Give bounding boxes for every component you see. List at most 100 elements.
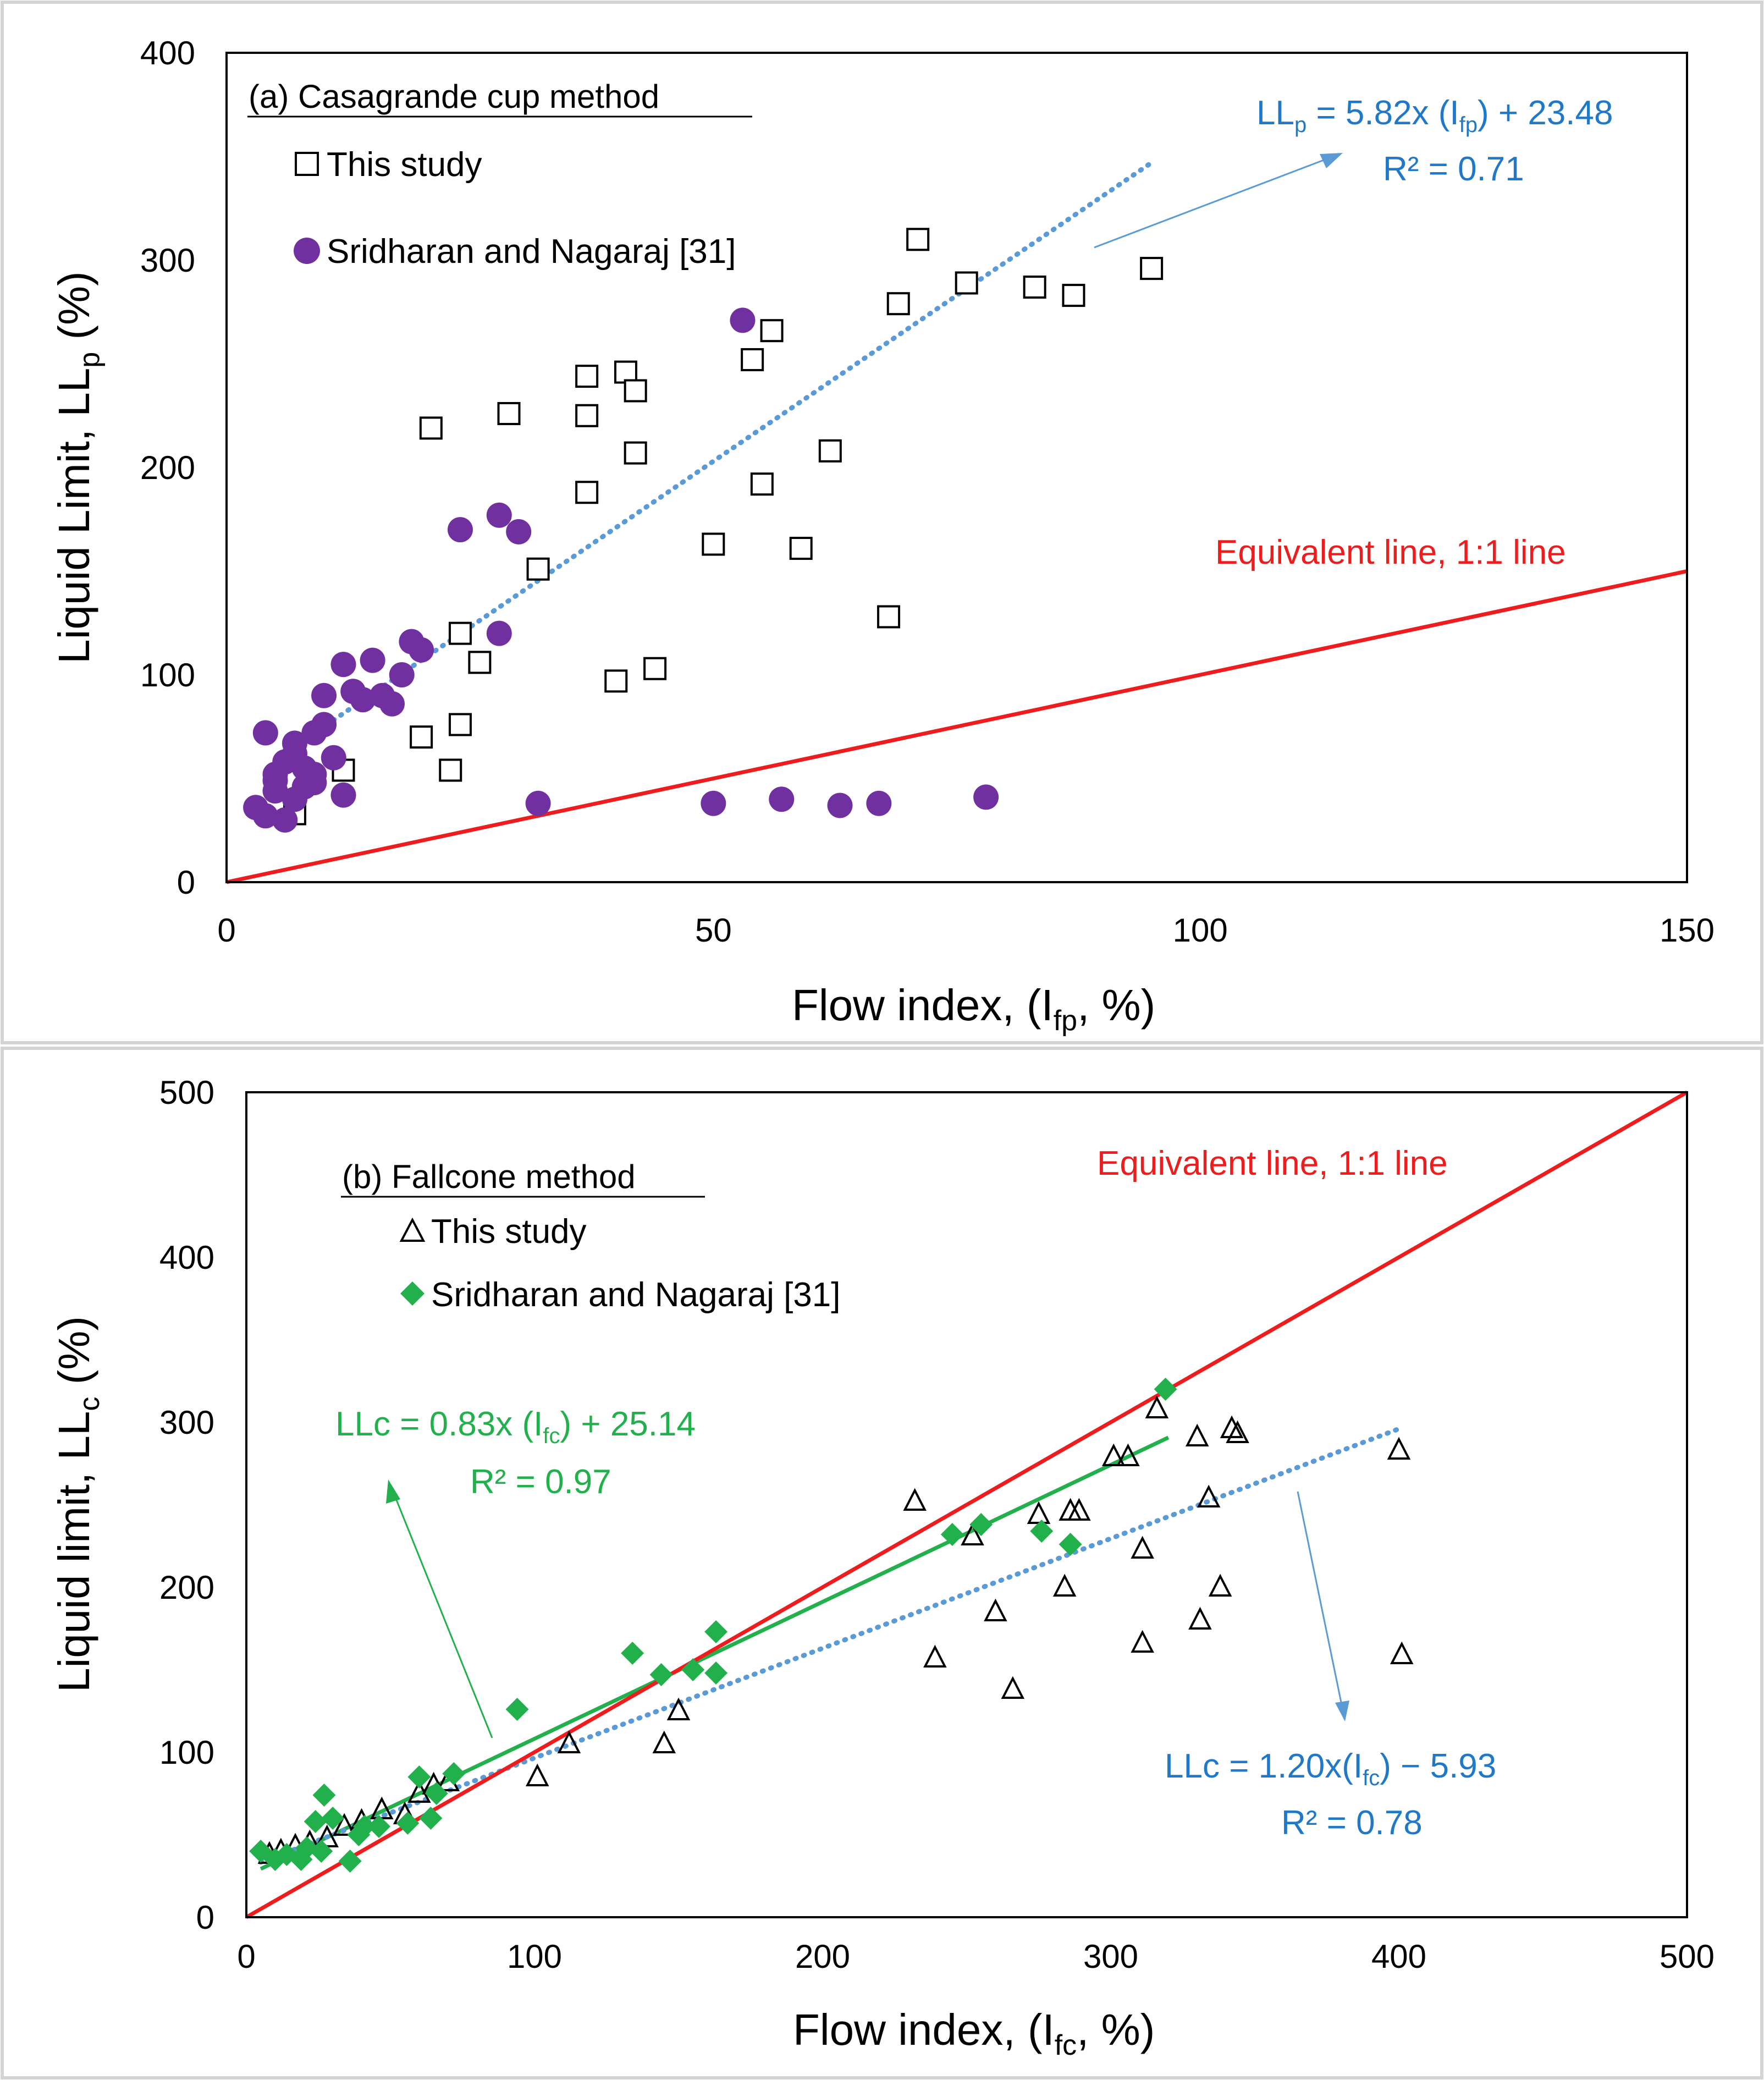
panel-a-plot-area: [225, 52, 1688, 883]
panel-a-series-0-point-24: [877, 605, 901, 629]
panel-a-series-1-point-35: [827, 793, 853, 818]
panel-b-series-1-point-9: [338, 1850, 362, 1873]
panel-b-series-0-point-31: [1188, 1606, 1212, 1630]
panel-b-series-0-point-33: [1208, 1573, 1232, 1597]
panel-a-series-0-point-7: [419, 416, 443, 440]
panel-b-y-tick-0: 0: [196, 1899, 214, 1936]
panel-b-green-arrowhead: [386, 1479, 400, 1504]
panel-b-series-0-point-36: [1387, 1437, 1411, 1460]
panel-a-series-1-point-1: [252, 803, 278, 829]
panel-a-x-tick-0: 0: [217, 912, 235, 949]
panel-a-series-0-point-29: [1062, 284, 1085, 307]
xb-main: Flow index, (I: [793, 2005, 1055, 2054]
panel-b-x-tick-200: 200: [795, 1938, 850, 1975]
panel-a-fit-arrowhead: [1320, 153, 1343, 168]
panel-a-series-1-point-33: [730, 307, 756, 333]
panel-a-x-axis-title: Flow index, (Ifp, %): [792, 981, 1155, 1037]
panel-b-blue-r2: R² = 0.78: [1281, 1804, 1423, 1842]
panel-b-x-tick-500: 500: [1660, 1938, 1715, 1975]
panel-b-series-0-point-14: [652, 1730, 676, 1753]
panel-b-series-1-point-14: [407, 1765, 431, 1789]
panel-b-series-0-point-21: [1027, 1501, 1051, 1524]
panel-a-series-1-point-21: [360, 647, 385, 673]
panel-a-series-1-point-20: [350, 687, 376, 713]
panel-b-x-axis-title: Flow index, (Ifc, %): [793, 2005, 1155, 2061]
legend-a-label-this-study: This study: [327, 146, 482, 184]
panel-a-series-1-point-3: [272, 807, 298, 833]
panel-a-series-0-point-17: [643, 657, 667, 680]
panel-b-series-0-point-12: [525, 1763, 549, 1786]
panel-b-y-tick-100: 100: [159, 1734, 214, 1771]
panel-b-series-0-point-13: [557, 1730, 581, 1753]
panel-a-series-0-point-25: [886, 292, 910, 316]
panel-b-series-0-point-5: [332, 1813, 356, 1836]
xa-end: , %): [1077, 981, 1155, 1030]
panel-a-series-1-point-24: [389, 662, 415, 687]
panel-a-series-1-point-27: [447, 517, 473, 543]
panel-b-y-tick-500: 500: [159, 1074, 214, 1111]
panel-a-y-tick-400: 400: [140, 35, 195, 71]
panel-b-series-0-point-29: [1145, 1395, 1169, 1418]
panel-a-y-axis-title: Liquid Limit, LLp (%): [49, 271, 106, 664]
yb-end: (%): [49, 1316, 98, 1397]
panel-a-series-1-point-29: [506, 519, 532, 544]
panel-a-series-1-point-30: [486, 620, 512, 646]
panel-b-series-0-point-30: [1185, 1423, 1209, 1446]
panel-b-series-1-point-5: [304, 1810, 327, 1833]
xb-sub: fc: [1055, 2029, 1077, 2061]
panel-a-series-0-point-3: [439, 758, 462, 782]
panel-a-series-0-point-26: [906, 228, 930, 251]
panel-b-series-1-point-26: [1030, 1520, 1054, 1543]
panel-b-series-1-point-28: [1154, 1378, 1177, 1401]
panel-b-series-1-point-19: [621, 1642, 644, 1665]
panel-b-series-0-point-24: [1067, 1498, 1091, 1521]
panel-a-series-1-point-38: [262, 778, 288, 804]
eq-g-part2: ) + 25.14: [560, 1405, 696, 1443]
panel-b-series-1-point-27: [1059, 1533, 1082, 1556]
panel-b-marks: [249, 1378, 1414, 1873]
panel-a-series-0-point-11: [575, 404, 599, 427]
panel-a-series-1-point-16: [321, 745, 346, 771]
panel-a-series-0-point-4: [448, 713, 472, 736]
panel-a-frame: [1, 1, 1763, 1044]
xb-end: , %): [1077, 2005, 1155, 2054]
panel-a-series-1-point-28: [486, 502, 512, 528]
legend-a-circle-marker: [294, 238, 320, 264]
legend-b-triangle-marker: [399, 1217, 426, 1242]
panel-a-series-1-point-12: [282, 730, 307, 756]
panel-a-series-1-point-18: [330, 652, 356, 678]
panel-b-series-1-point-1: [263, 1848, 287, 1871]
panel-b-series-0-point-20: [1001, 1676, 1025, 1699]
panel-b-series-0-point-34: [1220, 1415, 1244, 1438]
eq-a-sub1: p: [1294, 113, 1307, 137]
panel-b-equivalent-label: Equivalent line, 1:1 line: [1097, 1144, 1448, 1182]
panel-b-frame: [1, 1047, 1763, 2079]
panel-b-green-r2: R² = 0.97: [470, 1463, 611, 1501]
legend-b-label-sridharan: Sridharan and Nagaraj [31]: [431, 1276, 840, 1314]
panel-b-series-1-point-12: [367, 1815, 391, 1838]
panel-b-series-1-point-13: [396, 1812, 420, 1835]
panel-b-series-0-point-17: [923, 1644, 947, 1668]
panel-a-ticks: 0 50 100 150 0 100 200 300 400: [140, 35, 1715, 949]
panel-b-series-1-point-18: [505, 1698, 529, 1721]
panel-b-x-tick-0: 0: [237, 1938, 255, 1975]
panel-a-series-0-point-9: [526, 557, 550, 581]
panel-b-series-0-point-25: [1101, 1443, 1126, 1466]
eq-a-part2: = 5.82x (I: [1307, 94, 1459, 132]
panel-b-y-tick-200: 200: [159, 1569, 214, 1606]
xa-main: Flow index, (I: [792, 981, 1054, 1030]
panel-a-series-1-point-34: [769, 786, 795, 812]
eq-g-sub: fc: [543, 1424, 560, 1448]
panel-a-equivalent-label: Equivalent line, 1:1 line: [1215, 533, 1566, 571]
panel-b-y-axis-title: Liquid limit, LLc (%): [49, 1316, 106, 1692]
panel-b-line-2: [245, 1090, 1688, 1919]
panel-b-series-1-point-17: [442, 1762, 466, 1785]
panel-a-x-tick-150: 150: [1660, 912, 1715, 949]
panel-a-series-0-point-19: [741, 348, 764, 371]
eq-a-sub2: fp: [1459, 113, 1478, 137]
panel-a-series-0-point-13: [604, 669, 628, 693]
panel-b-series-1-point-21: [681, 1658, 705, 1681]
panel-a: 0 50 100 150 0 100 200 300 400 (a) Casagrande cu…: [49, 35, 1715, 1037]
yb-main: Liquid limit, LL: [49, 1411, 98, 1692]
